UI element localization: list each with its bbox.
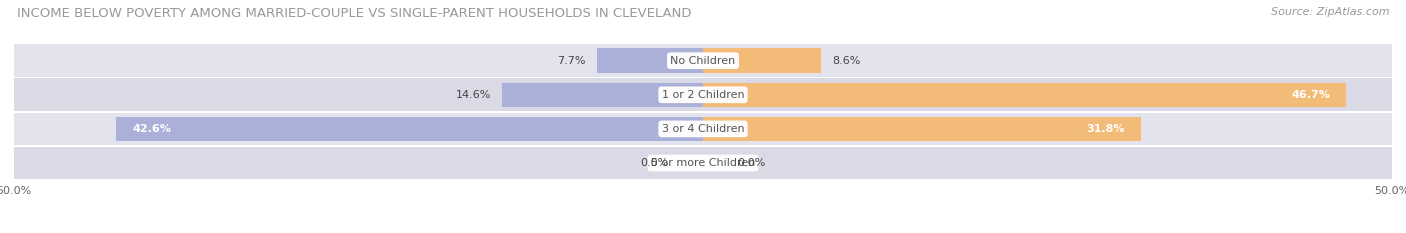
Text: 0.0%: 0.0%: [738, 158, 766, 168]
Bar: [14, 147, 1392, 179]
Text: 7.7%: 7.7%: [557, 56, 586, 66]
Text: 0.0%: 0.0%: [640, 158, 669, 168]
Bar: [703, 116, 1142, 141]
Bar: [14, 79, 1392, 111]
Text: 14.6%: 14.6%: [456, 90, 491, 100]
Text: INCOME BELOW POVERTY AMONG MARRIED-COUPLE VS SINGLE-PARENT HOUSEHOLDS IN CLEVELA: INCOME BELOW POVERTY AMONG MARRIED-COUPL…: [17, 7, 692, 20]
Bar: [502, 82, 703, 107]
Text: 1 or 2 Children: 1 or 2 Children: [662, 90, 744, 100]
Bar: [14, 113, 1392, 145]
Bar: [14, 44, 1392, 77]
Bar: [703, 48, 821, 73]
Text: 31.8%: 31.8%: [1085, 124, 1125, 134]
Text: 46.7%: 46.7%: [1291, 90, 1330, 100]
Bar: [598, 48, 703, 73]
Text: Source: ZipAtlas.com: Source: ZipAtlas.com: [1271, 7, 1389, 17]
Text: 42.6%: 42.6%: [132, 124, 172, 134]
Text: 5 or more Children: 5 or more Children: [651, 158, 755, 168]
Text: No Children: No Children: [671, 56, 735, 66]
Bar: [117, 116, 703, 141]
Bar: [703, 82, 1347, 107]
Text: 3 or 4 Children: 3 or 4 Children: [662, 124, 744, 134]
Text: 8.6%: 8.6%: [832, 56, 860, 66]
